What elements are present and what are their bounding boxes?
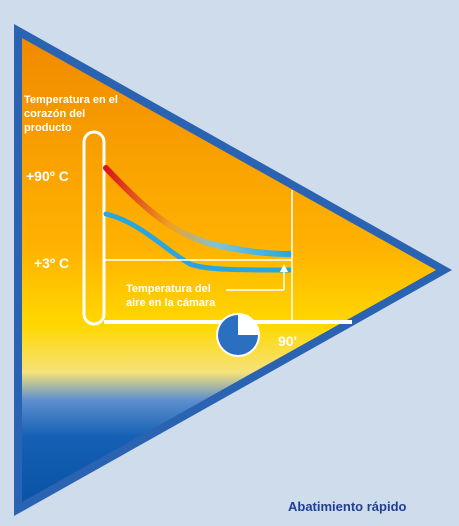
time-label: 90' [278,333,297,349]
air-label-line-2: aire en la cámara [126,297,216,309]
clock-icon [216,313,260,357]
air-arrow-head [280,264,288,272]
air-label-line-1: Temperatura del [126,283,211,295]
thermometer-icon [82,130,106,326]
core-temperature-curve [103,165,293,257]
air-temperature-curve [103,211,293,273]
diagram-caption: Abatimiento rápido [288,499,407,514]
high-temperature-label: +90º C [26,168,69,184]
low-temperature-label: +3º C [34,255,69,271]
core-label-line-3: producto [24,122,72,134]
core-label-line-2: corazón del [24,108,85,120]
core-label-line-1: Temperatura en el [24,94,118,106]
